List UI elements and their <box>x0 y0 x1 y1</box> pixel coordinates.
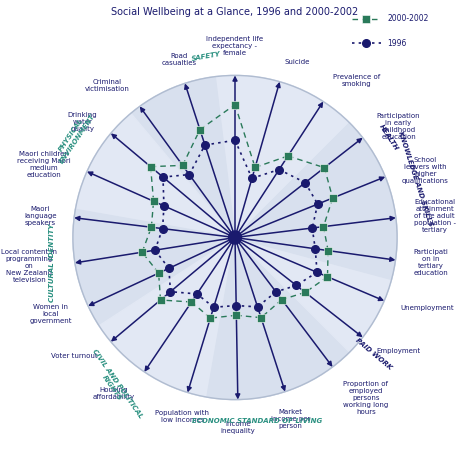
Text: Prevalence of
smoking: Prevalence of smoking <box>333 74 380 86</box>
Text: Drinking
water
quality: Drinking water quality <box>68 112 97 132</box>
Text: Road
casualties: Road casualties <box>162 53 197 67</box>
Text: SAFETY: SAFETY <box>191 51 221 62</box>
Text: Housing
affordability: Housing affordability <box>92 387 134 399</box>
Text: Maori
language
speakers: Maori language speakers <box>24 206 56 226</box>
Wedge shape <box>73 209 235 326</box>
Text: Voter turnout: Voter turnout <box>51 353 97 359</box>
Text: Participation
in early
childhood
education: Participation in early childhood educati… <box>377 113 420 140</box>
Text: Criminal
victimisation: Criminal victimisation <box>85 79 129 92</box>
Text: 2000-2002: 2000-2002 <box>387 14 429 23</box>
Text: CULTURAL IDENTITY: CULTURAL IDENTITY <box>49 224 55 303</box>
Text: KNOWLEDGE AND SKILLS: KNOWLEDGE AND SKILLS <box>397 131 433 227</box>
Text: Participati
on in
tertiary
education: Participati on in tertiary education <box>413 249 448 276</box>
Text: Employment: Employment <box>377 348 421 354</box>
Circle shape <box>228 231 242 244</box>
Text: PHYSICAL
ENVIRONMENT: PHYSICAL ENVIRONMENT <box>53 109 96 165</box>
Wedge shape <box>235 238 392 352</box>
Wedge shape <box>235 123 397 279</box>
Text: Independent life
expectancy -
female: Independent life expectancy - female <box>206 36 264 56</box>
Text: Local content in
programming
on
New Zealand
television: Local content in programming on New Zeal… <box>1 248 57 283</box>
Text: HEALTH: HEALTH <box>378 124 399 152</box>
Text: Maori children
receiving Maori
medium
education: Maori children receiving Maori medium ed… <box>17 151 70 178</box>
Wedge shape <box>99 238 235 397</box>
Wedge shape <box>207 238 350 399</box>
Text: Income
inequality: Income inequality <box>221 420 256 434</box>
Circle shape <box>73 76 397 399</box>
Text: 1996: 1996 <box>387 38 407 48</box>
Text: Proportion of
employed
persons
working long
hours: Proportion of employed persons working l… <box>343 381 389 415</box>
Text: Suicide: Suicide <box>285 58 310 65</box>
Text: PAID WORK: PAID WORK <box>355 337 393 371</box>
Text: Population with
low incomes: Population with low incomes <box>156 409 210 423</box>
Text: Unemployment: Unemployment <box>400 305 454 311</box>
Wedge shape <box>131 76 235 238</box>
Text: CIVIL AND POLITICAL
RIGHTS: CIVIL AND POLITICAL RIGHTS <box>86 349 144 424</box>
Text: ECONOMIC STANDARD OF LIVING: ECONOMIC STANDARD OF LIVING <box>192 418 322 424</box>
Wedge shape <box>215 76 350 238</box>
Text: Social Wellbeing at a Glance, 1996 and 2000-2002: Social Wellbeing at a Glance, 1996 and 2… <box>111 7 359 18</box>
Text: Market
income per
person: Market income per person <box>271 408 310 428</box>
Text: Women in
local
government: Women in local government <box>30 304 72 323</box>
Text: School
leavers with
higher
qualifications: School leavers with higher qualification… <box>402 157 449 184</box>
Wedge shape <box>75 114 235 238</box>
Text: Educational
attainment
of the adult
population -
tertiary: Educational attainment of the adult popu… <box>414 199 455 233</box>
